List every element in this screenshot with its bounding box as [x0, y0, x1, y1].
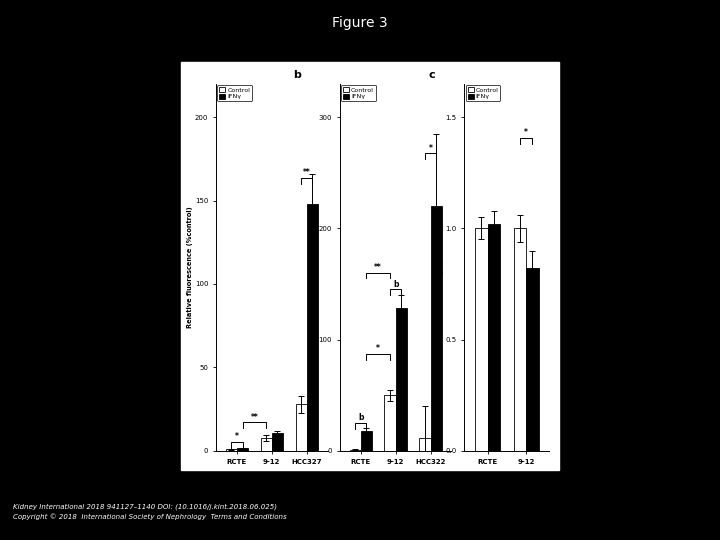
Y-axis label: Fold change (%control): Fold change (%control): [438, 224, 444, 310]
Text: *: *: [235, 432, 239, 441]
Bar: [475, 228, 487, 451]
Text: *: *: [524, 129, 528, 137]
Text: b: b: [393, 280, 398, 289]
Bar: [431, 206, 441, 451]
Bar: [487, 224, 500, 451]
Bar: [226, 449, 237, 451]
Text: *: *: [428, 144, 433, 153]
Text: Figure 3: Figure 3: [332, 16, 388, 30]
Bar: [271, 433, 283, 451]
Text: **: **: [303, 168, 310, 177]
Bar: [350, 450, 361, 451]
Text: **: **: [374, 263, 382, 272]
Legend: Control, IFNγ: Control, IFNγ: [466, 85, 500, 101]
Y-axis label: Relative (% to baseline): Relative (% to baseline): [311, 222, 318, 312]
Text: Copyright © 2018  International Society of Nephrology  Terms and Conditions: Copyright © 2018 International Society o…: [13, 513, 287, 519]
Bar: [237, 448, 248, 451]
Bar: [307, 204, 318, 451]
Bar: [396, 308, 407, 451]
Y-axis label: Relative fluorescence (%control): Relative fluorescence (%control): [187, 206, 194, 328]
Text: b: b: [358, 413, 364, 422]
Legend: Control, IFNγ: Control, IFNγ: [341, 85, 376, 101]
Bar: [526, 268, 539, 451]
Legend: Control, IFNγ: Control, IFNγ: [217, 85, 252, 101]
Bar: [361, 431, 372, 451]
Text: Kidney International 2018 941127–1140 DOI: (10.1016/j.kint.2018.06.025): Kidney International 2018 941127–1140 DO…: [13, 503, 277, 510]
Bar: [261, 437, 272, 451]
Text: c: c: [428, 70, 436, 80]
Text: *: *: [377, 344, 380, 353]
Text: **: **: [251, 413, 258, 422]
Text: b: b: [293, 70, 301, 80]
Text: a: a: [169, 70, 176, 80]
Bar: [384, 395, 396, 451]
Bar: [419, 437, 431, 451]
Bar: [514, 228, 526, 451]
Bar: [295, 404, 307, 451]
